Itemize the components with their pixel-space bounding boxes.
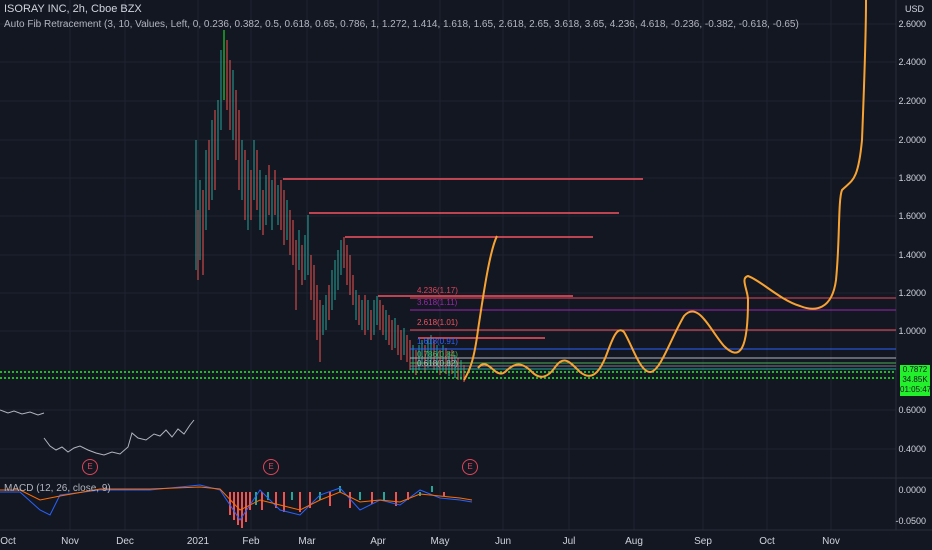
early-price-line — [0, 409, 45, 416]
currency-label[interactable]: USD — [904, 4, 924, 14]
fib-label: 4.236(1.17) — [417, 286, 458, 295]
price-tick: 0.4000 — [898, 444, 926, 454]
time-tick: Jul — [562, 536, 576, 547]
time-tick: Oct — [0, 536, 16, 547]
price-tick: 1.4000 — [898, 250, 926, 260]
macd-tick: -0.0500 — [895, 516, 926, 526]
time-tick: May — [430, 536, 450, 547]
time-tick: Apr — [370, 536, 386, 547]
countdown-value: 01:05:47 — [900, 385, 932, 394]
last-price-badge: 0.7872 34.85K 01:05:47 — [900, 365, 932, 396]
fib-label: 2.618(1.01) — [417, 318, 458, 327]
time-tick: Jun — [494, 536, 512, 547]
price-tick: 2.4000 — [898, 57, 926, 67]
price-tick: 1.0000 — [898, 326, 926, 336]
earnings-marker[interactable]: E — [263, 459, 279, 475]
time-tick: Oct — [759, 536, 775, 547]
price-tick: 2.6000 — [898, 19, 926, 29]
price-tick: 2.0000 — [898, 135, 926, 145]
time-tick: Mar — [298, 536, 316, 547]
price-tick: 0.6000 — [898, 405, 926, 415]
price-tick: 1.8000 — [898, 173, 926, 183]
time-tick: Sep — [694, 536, 712, 547]
indicator-label[interactable]: Auto Fib Retracement (3, 10, Values, Lef… — [4, 19, 799, 30]
fib-label: 1.618(0.91) — [417, 337, 458, 346]
chart-title[interactable]: ISORAY INC, 2h, Cboe BZX — [4, 3, 142, 15]
fib-label: 3.618(1.11) — [417, 298, 458, 307]
last-volume-value: 34.85K — [902, 375, 928, 384]
fib-levels — [410, 297, 896, 370]
earnings-marker[interactable]: E — [82, 459, 98, 475]
last-price-value: 0.7872 — [902, 365, 928, 374]
time-tick: 2021 — [186, 536, 210, 547]
price-tick: 2.2000 — [898, 96, 926, 106]
time-tick: Aug — [625, 536, 643, 547]
macd-label[interactable]: MACD (12, 26, close, 9) — [4, 483, 111, 494]
fib-extension-lines — [283, 178, 643, 339]
time-tick: Feb — [242, 536, 260, 547]
price-tick: 1.2000 — [898, 288, 926, 298]
projection-path — [463, 0, 867, 381]
time-tick: Nov — [822, 536, 840, 547]
macd-tick: 0.0000 — [898, 485, 926, 495]
macd-signal-line — [0, 486, 473, 511]
earnings-marker[interactable]: E — [462, 459, 478, 475]
grid — [0, 0, 896, 530]
time-tick: Dec — [116, 536, 134, 547]
time-tick: Nov — [61, 536, 79, 547]
pre-rally-candles — [43, 419, 195, 456]
fib-label: 0.618(0.82) — [417, 359, 458, 368]
price-tick: 1.6000 — [898, 211, 926, 221]
candles — [195, 30, 465, 382]
fib-label: 0.786(0.84) — [417, 350, 458, 359]
